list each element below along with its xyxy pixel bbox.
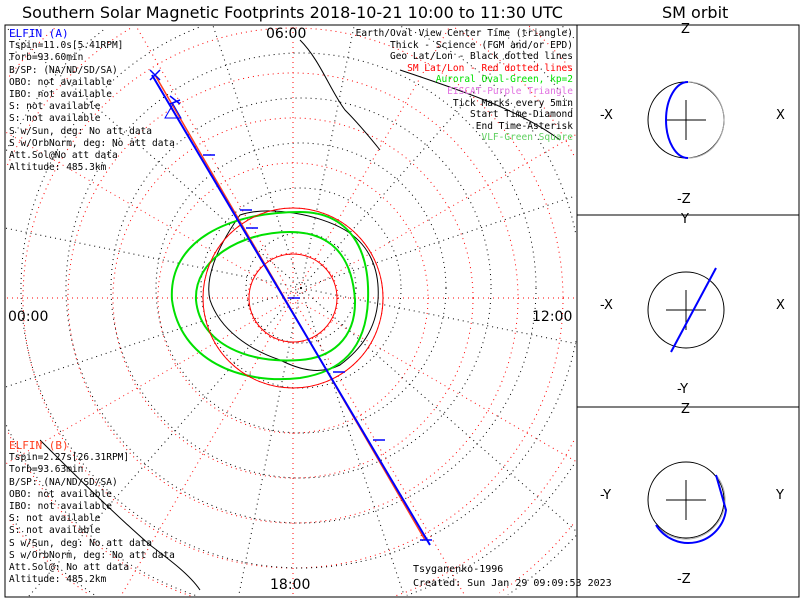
geo-lon-line xyxy=(300,287,577,532)
geo-lon-line xyxy=(5,227,302,289)
orbit-axis-label-right: X xyxy=(776,108,785,123)
antarctica-coastline xyxy=(208,210,379,371)
orbit-track-far xyxy=(687,81,725,159)
geo-lon-line xyxy=(300,195,577,289)
view-center-triangle-icon xyxy=(164,102,182,119)
elfin-b-info-line: Altitude: 485.2km xyxy=(9,574,107,586)
elfin-a-info-line: OBO: not available xyxy=(9,76,112,88)
mlt-label-left: 00:00 xyxy=(8,309,49,325)
elfin-a-name: ELFIN (A) xyxy=(9,27,69,40)
elfin-b-info-line: S: not available xyxy=(9,525,101,537)
legend-item: EISCAT-Purple Triangle xyxy=(447,85,573,97)
sm-lon-line xyxy=(292,134,577,299)
elfin-a-info-line: S: not available xyxy=(9,113,101,125)
elfin-b-name: ELFIN (B) xyxy=(9,439,69,452)
elfin-b-info-line: IBO: not available xyxy=(9,501,112,513)
orbit-axis-label-right: X xyxy=(776,298,785,313)
legend-item: Geo Lat/Lon - Black dotted lines xyxy=(389,51,573,63)
auroral-oval-inner xyxy=(194,230,357,362)
earth-circle xyxy=(647,271,725,349)
sm-lon-line xyxy=(292,297,466,597)
elfin-b-info-line: Torb=93.63min xyxy=(9,464,84,476)
elfin-b-info-line: Tspin=2.27s[26.31RPM] xyxy=(9,452,130,464)
legend-item: VLF-Green Square xyxy=(481,132,573,144)
mlt-label-top: 06:00 xyxy=(266,26,307,42)
sm-lon-line xyxy=(5,297,294,465)
legend-item: Thick - Science (FGM and/or EPD) xyxy=(389,39,573,51)
legend-item: Start Time-Diamond xyxy=(470,109,573,121)
elfin-b-info-line: S w/Sun, deg: No att data xyxy=(9,537,152,549)
orbit-axis-label-bottom: -Y xyxy=(677,382,689,397)
orbit-axis-label-bottom: -Z xyxy=(677,572,691,587)
elfin-a-info-line: Tspin=11.0s[5.41RPM] xyxy=(9,40,124,52)
elfin-a-info-line: Att.Sol@No att data xyxy=(9,150,118,162)
orbit-axis-label-left: -Y xyxy=(600,488,612,503)
elfin-a-info-line: S w/Sun, deg: No att data xyxy=(9,125,152,137)
elfin-b-info-line: B/SP: (NA/ND/SD/SA) xyxy=(9,476,118,488)
sm-lat-ring xyxy=(248,253,338,343)
geo-lat-circle xyxy=(9,26,577,596)
elfin-b-info-line: S w/OrbNorm, deg: No att data xyxy=(9,549,175,561)
orbit-axis-label-top: Y xyxy=(681,212,689,227)
orbit-axis-label-top: Z xyxy=(681,402,690,417)
auroral-oval-outer xyxy=(170,210,370,381)
tick-marks xyxy=(149,69,432,541)
sm-lat-circle xyxy=(8,25,574,594)
geo-lat-circle xyxy=(65,52,537,524)
elfin-a-info-line: S: not available xyxy=(9,101,101,113)
created-timestamp: Created: Sun Jan 29 09:09:53 2023 xyxy=(413,578,612,589)
sm-orbit-plots xyxy=(647,81,728,545)
geo-lon-line xyxy=(300,287,577,345)
orbit-axis-label-bottom: -Z xyxy=(677,192,691,207)
elfin-a-info-line: IBO: not available xyxy=(9,89,112,101)
orbit-track xyxy=(665,81,689,159)
model-credit: Tsyganenko-1996 xyxy=(413,564,504,575)
south-america-coastline xyxy=(39,439,201,591)
elfin-b-info-line: Att.Sol@: No att data xyxy=(9,562,130,574)
elfin-a-info-line: Altitude: 485.3km xyxy=(9,162,107,174)
geo-lon-line xyxy=(300,25,355,289)
geo-lat-circle xyxy=(5,28,575,596)
orbit-axis-label-left: -X xyxy=(600,298,613,313)
legend-item: End Time-Asterisk xyxy=(475,120,573,132)
orbit-panel-yz-frame xyxy=(576,406,800,598)
legend-item: Auroral Oval-Green, kp=2 xyxy=(435,74,573,86)
geo-lat-circle xyxy=(155,142,447,434)
orbit-track xyxy=(670,267,717,353)
elfin-b-info-line: S: not available xyxy=(9,513,101,525)
orbit-axis-label-right: Y xyxy=(776,488,784,503)
geo-lon-line xyxy=(238,287,302,597)
legend: Earth/Oval View Center Time (triangle) Th… xyxy=(356,28,573,144)
legend-item: Tick Marks every 5min xyxy=(452,97,573,109)
mlt-label-right: 12:00 xyxy=(532,309,573,325)
sm-lat-circle xyxy=(7,27,575,597)
plot-title: Southern Solar Magnetic Footprints 2018-… xyxy=(22,3,563,22)
elfin-a-info-line: Torb=93.60min xyxy=(9,52,84,64)
elfin-a-info: ELFIN (A) Tspin=11.0s[5.41RPM] Torb=93.60… xyxy=(9,27,175,174)
orbit-axis-label-left: -X xyxy=(600,108,613,123)
sm-lon-line xyxy=(5,131,294,299)
mlt-label-bottom: 18:00 xyxy=(270,577,311,593)
geo-lon-line xyxy=(28,287,302,597)
legend-item: SM Lat/Lon - Red dotted lines xyxy=(407,62,573,74)
elfin-a-info-line: B/SP: (NA/ND/SD/SA) xyxy=(9,64,118,76)
elfin-a-footprint-track xyxy=(151,74,431,546)
legend-item: Earth/Oval View Center Time (triangle) xyxy=(355,28,573,39)
orbit-axis-label-top: Z xyxy=(681,22,690,37)
orbit-title: SM orbit xyxy=(662,3,729,22)
geo-lon-line xyxy=(212,25,302,289)
africa-coastline xyxy=(299,39,381,151)
orbit-track xyxy=(655,474,728,545)
geo-lon-line xyxy=(300,287,405,597)
elfin-b-info-line: OBO: not available xyxy=(9,488,112,500)
orbit-track-far xyxy=(655,474,726,540)
australia-coastline xyxy=(399,69,561,141)
geo-lon-line xyxy=(5,287,302,388)
sm-lat-ring xyxy=(202,207,384,389)
elfin-a-info-line: S w/OrbNorm, deg: No att data xyxy=(9,137,175,149)
elfin-b-info: ELFIN (B) Tspin=2.27s[26.31RPM] Torb=93.6… xyxy=(9,439,175,586)
